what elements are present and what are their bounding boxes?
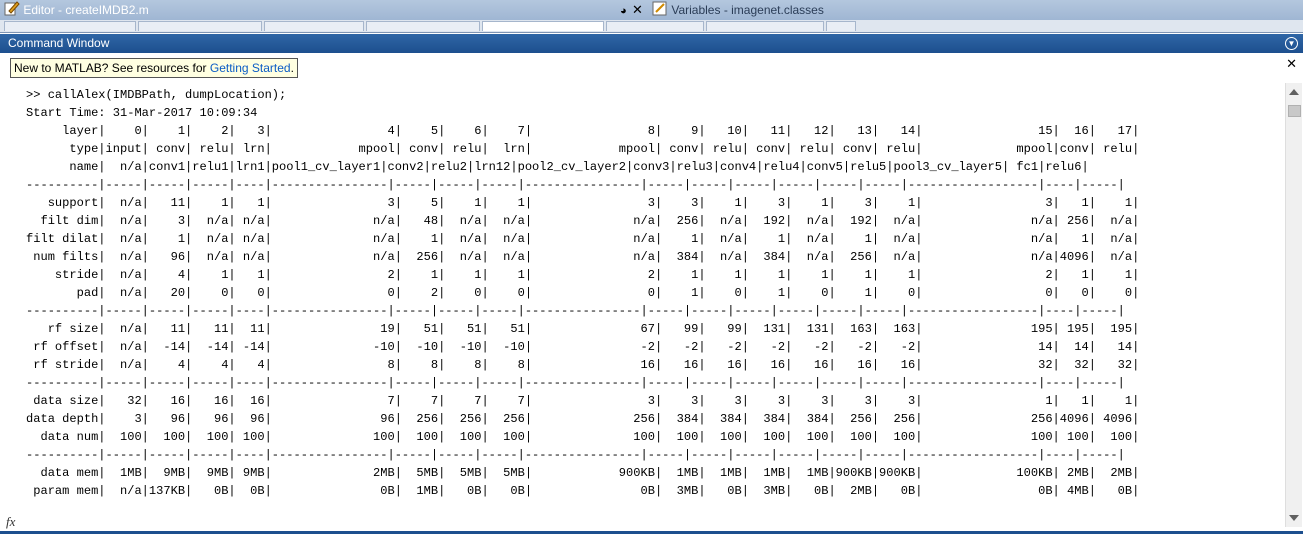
- variables-icon: [652, 0, 668, 22]
- console-line: filt dilat| n/a| 1| n/a| n/a| n/a| 1| n/…: [26, 232, 1140, 246]
- console-line: rf offset| n/a| -14| -14| -14| -10| -10|…: [26, 340, 1140, 354]
- command-window-title: Command Window: [8, 36, 110, 50]
- tab-menu-icon[interactable]: ◕: [620, 5, 627, 17]
- console-line: support| n/a| 11| 1| 1| 3| 5| 1| 1| 3| 3…: [26, 196, 1140, 210]
- desktop-title-bar: Editor - createIMDB2.m ◕ ✕ Variables - i…: [0, 0, 1303, 21]
- getting-started-link[interactable]: Getting Started: [209, 61, 291, 75]
- scrollbar-thumb[interactable]: [1288, 105, 1301, 117]
- console-line: pad| n/a| 20| 0| 0| 0| 2| 0| 0| 0| 1| 0|…: [26, 286, 1140, 300]
- console-line: rf size| n/a| 11| 11| 11| 19| 51| 51| 51…: [26, 322, 1140, 336]
- close-icon[interactable]: ✕: [632, 2, 643, 17]
- console-line: type|input| conv| relu| lrn| mpool| conv…: [26, 142, 1140, 156]
- console-line: name| n/a|conv1|relu1|lrn1|pool1_cv_laye…: [26, 160, 1089, 174]
- document-tab-active[interactable]: [482, 21, 604, 31]
- notice-text: New to MATLAB? See resources for: [14, 61, 210, 75]
- console-line: >> callAlex(IMDBPath, dumpLocation);: [26, 88, 287, 102]
- chevron-down-icon[interactable]: ▼: [1285, 37, 1298, 50]
- edit-icon: [4, 0, 20, 22]
- window-border: [0, 531, 1303, 534]
- console-line: ----------|-----|-----|-----|----|------…: [26, 304, 1125, 318]
- document-tab[interactable]: [826, 21, 856, 31]
- scroll-up-icon[interactable]: [1289, 89, 1299, 95]
- console-line: layer| 0| 1| 2| 3| 4| 5| 6| 7| 8| 9| 10|…: [26, 124, 1140, 138]
- getting-started-notice: New to MATLAB? See resources for Getting…: [10, 58, 298, 78]
- editor-tab[interactable]: Editor - createIMDB2.m: [4, 0, 149, 20]
- variables-tab[interactable]: Variables - imagenet.classes: [652, 0, 824, 20]
- editor-document-tabs: [0, 20, 1303, 33]
- function-browser-icon[interactable]: fx: [6, 514, 16, 529]
- console-line: rf stride| n/a| 4| 4| 4| 8| 8| 8| 8| 16|…: [26, 358, 1140, 372]
- command-window-output[interactable]: >> callAlex(IMDBPath, dumpLocation); Star…: [20, 83, 1282, 527]
- document-tab[interactable]: [706, 21, 824, 31]
- variables-tab-title: Variables - imagenet.classes: [671, 3, 824, 18]
- console-line: stride| n/a| 4| 1| 1| 2| 1| 1| 1| 2| 1| …: [26, 268, 1140, 282]
- console-line: ----------|-----|-----|-----|----|------…: [26, 448, 1125, 462]
- close-icon[interactable]: ✕: [1286, 56, 1297, 71]
- document-tab[interactable]: [606, 21, 704, 31]
- document-tab[interactable]: [138, 21, 262, 31]
- document-tab[interactable]: [264, 21, 364, 31]
- console-line: param mem| n/a|137KB| 0B| 0B| 0B| 1MB| 0…: [26, 484, 1140, 498]
- console-line: data depth| 3| 96| 96| 96| 96| 256| 256|…: [26, 412, 1140, 426]
- console-line: Start Time: 31-Mar-2017 10:09:34: [26, 106, 258, 120]
- console-line: data mem| 1MB| 9MB| 9MB| 9MB| 2MB| 5MB| …: [26, 466, 1140, 480]
- scroll-down-icon[interactable]: [1289, 515, 1299, 521]
- command-window-header: Command Window ▼: [0, 34, 1303, 53]
- console-line: data size| 32| 16| 16| 16| 7| 7| 7| 7| 3…: [26, 394, 1140, 408]
- editor-tab-title: Editor - createIMDB2.m: [23, 3, 149, 18]
- console-line: filt dim| n/a| 3| n/a| n/a| n/a| 48| n/a…: [26, 214, 1140, 228]
- console-line: ----------|-----|-----|-----|----|------…: [26, 376, 1125, 390]
- console-line: ----------|-----|-----|-----|----|------…: [26, 178, 1125, 192]
- console-line: num filts| n/a| 96| n/a| n/a| n/a| 256| …: [26, 250, 1140, 264]
- vertical-scrollbar[interactable]: [1285, 83, 1302, 527]
- document-tab[interactable]: [4, 21, 136, 31]
- document-tab[interactable]: [366, 21, 480, 31]
- console-line: data num| 100| 100| 100| 100| 100| 100| …: [26, 430, 1140, 444]
- console-lines: >> callAlex(IMDBPath, dumpLocation); Star…: [26, 86, 1139, 500]
- editor-tab-controls: ◕ ✕: [620, 0, 643, 20]
- notice-suffix: .: [290, 61, 294, 75]
